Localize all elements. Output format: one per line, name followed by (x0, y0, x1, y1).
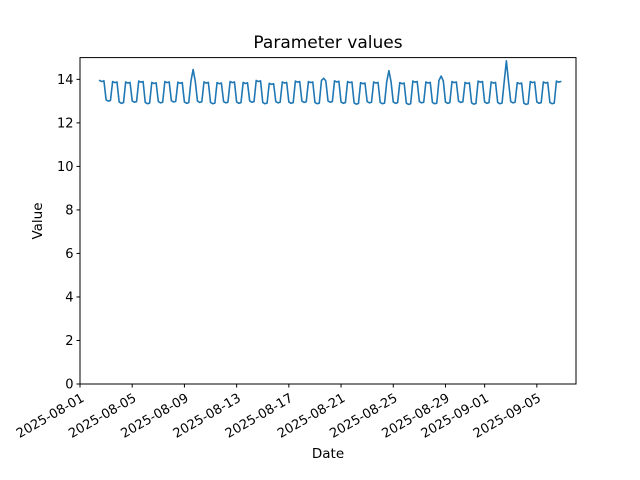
y-tick-label: 4 (65, 291, 73, 306)
y-tick-label: 14 (57, 73, 74, 88)
axes-frame (79, 57, 577, 385)
chart-title: Parameter values (253, 33, 403, 53)
y-tick-label: 0 (65, 378, 73, 393)
y-tick-label: 12 (57, 116, 74, 131)
y-tick-label: 8 (65, 204, 73, 219)
y-tick-label: 2 (65, 334, 73, 349)
x-axis-label: Date (311, 446, 345, 462)
y-tick-label: 10 (57, 160, 74, 175)
y-tick-label: 6 (65, 247, 73, 262)
series-line-parameter-values (98, 60, 562, 106)
y-axis-label: Value (30, 202, 46, 240)
